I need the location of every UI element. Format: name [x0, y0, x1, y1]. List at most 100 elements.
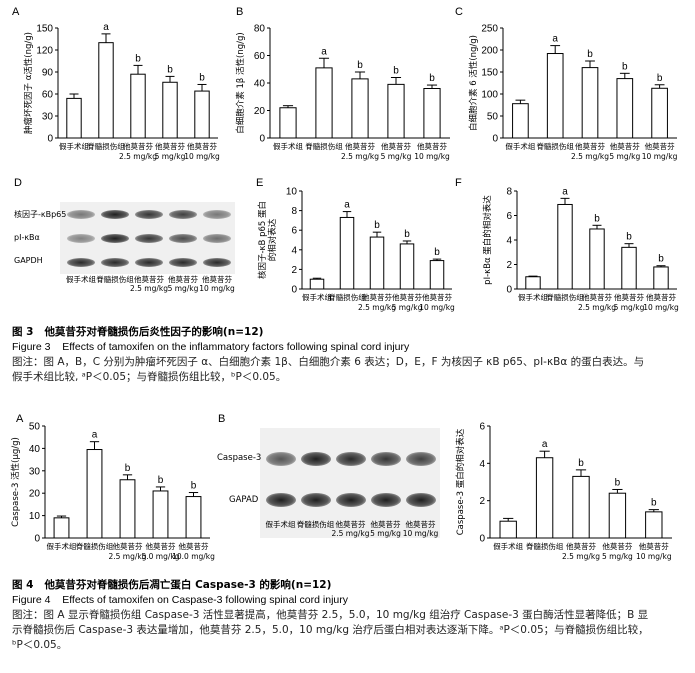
significance-label: b — [651, 498, 657, 509]
chart-il-6: 0 50 100 150 200 250 假手术组 a 脊髓损伤组 b 他莫昔芬 2.5 mg/kg b… — [455, 10, 687, 170]
blot-lane-label-line: 假手术组 — [265, 520, 296, 529]
y-axis-label-line: 白细胞介素 1β 活性(ng/g) — [236, 32, 246, 134]
blot-lane-label-line: 2.5 mg/kg — [331, 529, 370, 538]
figure3-title-en: Figure 3 Effects of tamoxifen on the inf… — [12, 340, 687, 355]
blot-row-label: GAPAD — [229, 495, 259, 505]
bar — [525, 276, 541, 290]
blot-band — [101, 257, 129, 267]
blot-band — [101, 209, 129, 219]
blot-band — [67, 257, 95, 267]
blot-lane-label-line: 5 mg/kg — [370, 529, 401, 538]
blot-band — [405, 452, 436, 466]
x-tick-label: 他莫昔芬 — [345, 141, 375, 151]
x-tick-label: 脊髓损伤组 — [76, 541, 114, 551]
y-axis-label-line: 核因子-κB p65 蛋白 — [258, 200, 268, 280]
panel-letter-d: D — [14, 177, 22, 189]
x-tick-label: 他莫昔芬 — [362, 292, 392, 302]
bar — [119, 479, 136, 539]
x-tick-label: 5 mg/kg — [614, 303, 645, 312]
blot-lane-label-line: 他莫昔芬 — [370, 520, 401, 529]
y-tick-label: 0 — [506, 285, 512, 296]
y-tick-label: 30 — [29, 466, 41, 477]
y-tick-label: 6 — [506, 211, 512, 222]
western-blot-d: 核因子-κBp65 pI-κBα GAPDH 假手术组 脊髓损伤组 他莫昔芬 2.5 … — [0, 185, 250, 305]
figure3-note-line: 假手术组比较, ᵃP＜0.05；与脊髓损伤组比较，ᵇP＜0.05。 — [12, 371, 287, 383]
blot-band — [67, 233, 95, 243]
significance-label: a — [562, 186, 568, 197]
y-tick-label: 40 — [254, 79, 266, 90]
significance-label: b — [191, 481, 197, 492]
x-tick-label: 他莫昔芬 — [381, 141, 411, 151]
significance-label: b — [657, 73, 663, 84]
blot-b2-membrane — [260, 428, 440, 538]
x-tick-label: 他莫昔芬 — [610, 141, 640, 151]
figure3-title-cn: 图 3 他莫昔芬对脊髓损伤后炎性因子的影响(n=12) — [12, 325, 687, 340]
chart-caspase3-activity: 0 10 20 30 40 50 假手术组 a 脊髓损伤组 b 他莫昔芬 2.5 mg/kg b 他莫昔芬… — [0, 418, 215, 568]
y-tick-label: 50 — [29, 422, 41, 433]
y-tick-label: 0 — [479, 534, 485, 545]
blot-band — [335, 452, 366, 466]
x-tick-label: 他莫昔芬 — [602, 541, 632, 551]
bar — [512, 103, 529, 139]
x-tick-label: 10 mg/kg — [636, 552, 672, 561]
y-tick-label: 200 — [481, 46, 498, 57]
y-tick-label: 30 — [42, 112, 54, 123]
bar — [98, 42, 114, 139]
blot-lane-label: 假手术组 — [257, 520, 305, 529]
x-tick-label: 10 mg/kg — [184, 152, 220, 161]
bar — [194, 90, 210, 139]
significance-label: b — [199, 72, 205, 83]
x-tick-label: 假手术组 — [59, 141, 89, 151]
x-tick-label: 他莫昔芬 — [646, 292, 676, 302]
x-tick-label: 脊髓损伤组 — [546, 292, 584, 302]
x-tick-label: 假手术组 — [505, 141, 535, 151]
bar — [152, 490, 169, 539]
blot-band — [169, 257, 197, 267]
x-tick-label: 2.5 mg/kg — [578, 303, 616, 312]
x-tick-label: 他莫昔芬 — [566, 541, 596, 551]
significance-label: a — [103, 22, 109, 33]
blot-lane-label: 脊髓损伤组 — [292, 520, 340, 529]
x-tick-label: 他莫昔芬 — [187, 141, 217, 151]
y-tick-label: 6 — [479, 422, 485, 433]
x-tick-label: 5 mg/kg — [609, 152, 640, 161]
significance-label: b — [429, 73, 435, 84]
x-tick-label: 2.5 mg/kg — [571, 152, 609, 161]
x-tick-label: 他莫昔芬 — [123, 141, 153, 151]
panel-letter-e: E — [256, 177, 264, 189]
bar — [369, 236, 385, 290]
blot-lane-label: 他莫昔芬 2.5 mg/kg — [125, 275, 173, 293]
x-tick-label: 他莫昔芬 — [614, 292, 644, 302]
blot-band — [169, 233, 197, 243]
bar — [557, 203, 573, 290]
blot-row-label: 核因子-κBp65 — [14, 210, 67, 219]
figure4-title-cn: 图 4 他莫昔芬对脊髓损伤后凋亡蛋白 Caspase-3 的影响(n=12) — [12, 578, 687, 593]
significance-label: b — [404, 229, 410, 240]
figure4-title-en: Figure 4 Effects of tamoxifen on Caspase… — [12, 593, 687, 608]
blot-band — [300, 493, 331, 507]
x-tick-label: 5 mg/kg — [381, 152, 412, 161]
significance-label: b — [374, 220, 380, 231]
panel-letter-b: B — [236, 6, 244, 18]
bar — [86, 449, 103, 539]
blot-lane-label-line: 他莫昔芬 — [405, 520, 436, 529]
x-tick-label: 他莫昔芬 — [422, 292, 452, 302]
x-tick-label: 2.5 mg/kg — [358, 303, 396, 312]
x-tick-label: 他莫昔芬 — [645, 141, 675, 151]
x-tick-label: 脊髓损伤组 — [536, 141, 574, 151]
y-tick-label: 60 — [42, 90, 54, 101]
figure3-note-line: 图注：图 A，B，C 分别为肿瘤坏死因子 α、白细胞介素 1β、白细胞介素 6 … — [12, 356, 645, 368]
x-tick-label: 2.5 mg/kg — [119, 152, 157, 161]
x-tick-label: 脊髓损伤组 — [328, 292, 366, 302]
caption-title: Effects of tamoxifen on Caspase-3 follow… — [62, 594, 348, 606]
bar — [309, 278, 325, 290]
significance-label: a — [321, 46, 327, 57]
x-tick-label: 假手术组 — [47, 541, 77, 551]
significance-label: a — [92, 430, 98, 441]
blot-band — [67, 209, 95, 219]
bar — [621, 246, 637, 290]
caption-title: 他莫昔芬对脊髓损伤后凋亡蛋白 Caspase-3 的影响(n=12) — [44, 579, 332, 591]
x-tick-label: 假手术组 — [302, 292, 332, 302]
